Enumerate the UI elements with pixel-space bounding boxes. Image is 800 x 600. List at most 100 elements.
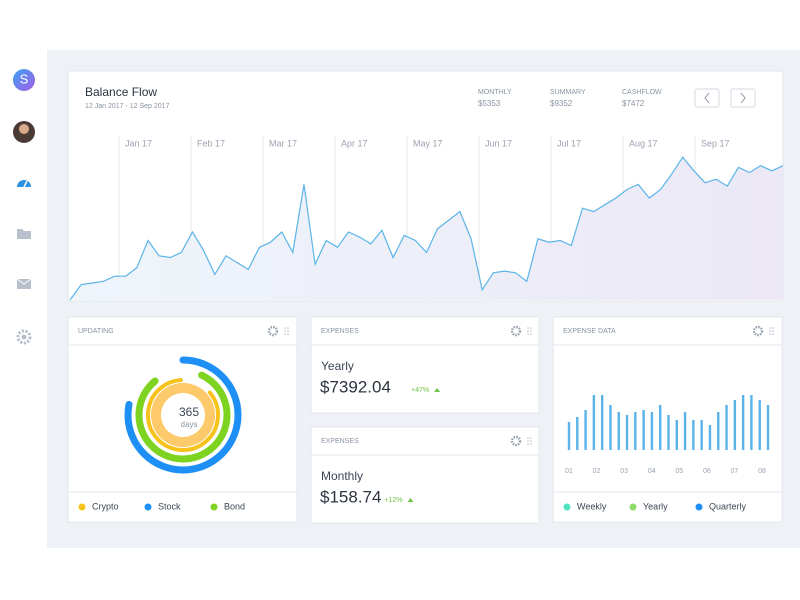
settings-button[interactable]: [510, 435, 522, 447]
drag-handle: [527, 440, 529, 442]
settings-button[interactable]: [752, 325, 764, 337]
bar: [758, 400, 761, 450]
expense-card: [310, 316, 540, 414]
drag-handle: [527, 437, 529, 439]
settings-icon[interactable]: [16, 329, 32, 345]
settings-button[interactable]: [510, 325, 522, 337]
bar: [650, 412, 654, 450]
x-label: 01: [565, 468, 573, 475]
drag-handle: [287, 330, 289, 332]
drag-handle: [527, 443, 529, 445]
drag-handle: [284, 330, 286, 332]
drag-handle: [769, 330, 771, 332]
legend-dot: [78, 503, 86, 511]
bar: [675, 420, 678, 450]
legend-label: Weekly: [577, 501, 607, 511]
bar: [642, 410, 645, 450]
balance-title: Balance Flow: [85, 85, 157, 99]
bar: [683, 412, 687, 450]
balance-area: [70, 157, 783, 300]
legend-dot: [629, 503, 637, 511]
change: +47%: [411, 387, 429, 394]
stat-value: $5353: [478, 99, 501, 108]
stat-value: $7472: [622, 99, 645, 108]
mail-icon[interactable]: [16, 278, 32, 289]
x-label: 04: [648, 468, 656, 475]
drag-handle: [769, 333, 771, 335]
month-label: Jul 17: [557, 138, 581, 148]
x-label: 08: [758, 468, 766, 475]
bar: [717, 412, 720, 450]
bar: [733, 400, 737, 450]
ring-arc: [146, 378, 220, 452]
center-value: 365: [179, 405, 199, 419]
center-unit: days: [181, 420, 198, 429]
drag-handle: [284, 327, 286, 329]
drag-handle: [530, 437, 532, 439]
month-label: Aug 17: [629, 138, 658, 148]
month-label: Feb 17: [197, 138, 225, 148]
ring-arc: [135, 367, 231, 463]
drag-handle: [530, 327, 532, 329]
period: Monthly: [321, 469, 363, 483]
balance-line: [69, 156, 784, 301]
bar: [659, 405, 662, 450]
month-label: May 17: [413, 138, 443, 148]
card-title: UPDATING: [78, 328, 114, 335]
amount: $7392.04: [320, 377, 391, 396]
x-label: 05: [675, 468, 683, 475]
drag-handle: [287, 327, 289, 329]
drag-handle: [287, 333, 289, 335]
bar: [750, 395, 753, 450]
drag-handle: [772, 330, 774, 332]
x-label: 02: [593, 468, 601, 475]
bar: [584, 410, 587, 450]
logo-text: S: [20, 71, 29, 86]
stat-label: MONTHLY: [478, 89, 512, 96]
bar: [741, 395, 745, 450]
month-label: Jan 17: [125, 138, 152, 148]
bar: [667, 415, 670, 450]
drag-handle: [530, 443, 532, 445]
bar: [692, 420, 695, 450]
bar: [700, 420, 703, 450]
card-title: EXPENSE DATA: [563, 328, 616, 335]
bar: [567, 422, 571, 450]
dashboard-icon[interactable]: [17, 180, 31, 188]
drag-handle: [769, 327, 771, 329]
drag-handle: [530, 330, 532, 332]
x-label: 07: [731, 468, 739, 475]
bar: [592, 395, 596, 450]
stat-label: SUMMARY: [550, 89, 586, 96]
bar: [725, 405, 728, 450]
legend-label: Crypto: [92, 501, 119, 511]
drag-handle: [527, 330, 529, 332]
x-label: 06: [703, 468, 711, 475]
prev-button[interactable]: [694, 88, 720, 108]
bar: [609, 405, 612, 450]
next-button[interactable]: [730, 88, 756, 108]
prev-arrow: [704, 92, 710, 104]
drag-handle: [527, 333, 529, 335]
settings-button[interactable]: [267, 325, 279, 337]
legend-dot: [144, 503, 152, 511]
logo[interactable]: [13, 69, 35, 91]
bar: [617, 412, 620, 450]
drag-handle: [284, 333, 286, 335]
drag-handle: [530, 333, 532, 335]
legend-label: Quarterly: [709, 501, 747, 511]
next-arrow: [740, 92, 746, 104]
legend-label: Stock: [158, 501, 181, 511]
stat-value: $9352: [550, 99, 573, 108]
expense-card: [310, 426, 540, 524]
stat-label: CASHFLOW: [622, 89, 662, 96]
legend-dot: [563, 503, 571, 511]
bar: [625, 415, 629, 450]
drag-handle: [772, 333, 774, 335]
ring-arc: [151, 383, 215, 447]
legend-dot: [695, 503, 703, 511]
folder-icon[interactable]: [17, 229, 31, 239]
updating-card: [67, 316, 298, 523]
